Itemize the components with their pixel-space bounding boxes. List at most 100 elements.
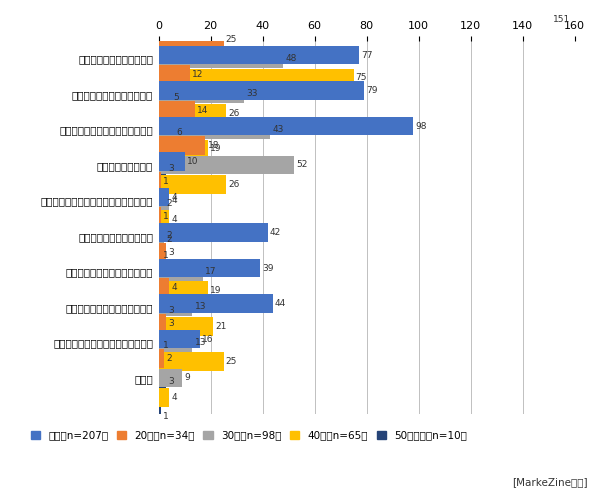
Bar: [158, 152, 185, 171]
Text: 21: 21: [215, 322, 227, 331]
Bar: [158, 246, 161, 265]
Text: 26: 26: [228, 109, 239, 118]
Bar: [158, 333, 193, 352]
Bar: [158, 101, 195, 120]
Text: 4: 4: [171, 283, 176, 292]
Bar: [158, 281, 208, 300]
Bar: [158, 65, 190, 84]
Bar: [158, 243, 166, 261]
Bar: [158, 123, 174, 142]
Text: 3: 3: [169, 377, 174, 386]
Text: 12: 12: [192, 70, 203, 79]
Text: 1: 1: [163, 412, 169, 421]
Bar: [158, 140, 208, 158]
Text: 14: 14: [197, 105, 208, 115]
Bar: [158, 372, 166, 391]
Bar: [158, 352, 224, 371]
Bar: [158, 104, 226, 122]
Text: 52: 52: [296, 160, 307, 170]
Bar: [158, 226, 164, 245]
Text: 9: 9: [184, 373, 190, 382]
Bar: [158, 330, 200, 348]
Text: 98: 98: [415, 122, 427, 131]
Bar: [158, 10, 551, 29]
Text: 3: 3: [169, 247, 174, 257]
Bar: [158, 230, 164, 248]
Bar: [158, 317, 213, 336]
Text: 2: 2: [166, 231, 172, 241]
Text: 16: 16: [202, 335, 214, 343]
Bar: [158, 191, 169, 210]
Text: 26: 26: [228, 180, 239, 189]
Bar: [158, 85, 244, 103]
Bar: [158, 195, 164, 213]
Bar: [158, 156, 294, 174]
Text: 19: 19: [210, 286, 221, 295]
Text: 151: 151: [553, 15, 571, 24]
Text: 18: 18: [208, 141, 219, 150]
Text: 1: 1: [163, 212, 169, 221]
Text: 79: 79: [366, 86, 377, 95]
Text: 39: 39: [262, 264, 274, 272]
Bar: [158, 175, 226, 194]
Bar: [158, 294, 273, 313]
Bar: [158, 30, 224, 49]
Bar: [158, 388, 169, 407]
Text: 75: 75: [356, 74, 367, 82]
Bar: [158, 207, 161, 226]
Bar: [158, 46, 359, 65]
Text: 3: 3: [169, 306, 174, 315]
Bar: [158, 262, 203, 281]
Bar: [158, 120, 271, 139]
Bar: [158, 211, 169, 229]
Text: 1: 1: [163, 341, 169, 350]
Text: 42: 42: [270, 228, 281, 237]
Text: 4: 4: [171, 193, 176, 202]
Bar: [158, 136, 205, 155]
Text: [MarkeZine調べ]: [MarkeZine調べ]: [512, 478, 588, 488]
Text: 33: 33: [247, 90, 258, 98]
Text: 5: 5: [173, 93, 179, 101]
Bar: [158, 407, 161, 426]
Text: 19: 19: [210, 144, 221, 153]
Bar: [158, 159, 166, 177]
Text: 2: 2: [166, 199, 172, 208]
Text: 6: 6: [176, 128, 182, 137]
Text: 48: 48: [286, 54, 297, 63]
Bar: [158, 172, 161, 190]
Text: 44: 44: [275, 299, 286, 308]
Text: 1: 1: [163, 176, 169, 186]
Text: 3: 3: [169, 318, 174, 327]
Text: 77: 77: [361, 50, 373, 60]
Text: 2: 2: [166, 354, 172, 363]
Text: 4: 4: [171, 392, 176, 402]
Bar: [158, 368, 182, 387]
Bar: [158, 188, 169, 206]
Text: 25: 25: [226, 35, 237, 44]
Text: 3: 3: [169, 164, 174, 172]
Bar: [158, 49, 283, 68]
Bar: [158, 314, 166, 332]
Bar: [158, 223, 268, 242]
Bar: [158, 336, 161, 355]
Text: 13: 13: [194, 302, 206, 311]
Text: 10: 10: [187, 157, 198, 166]
Text: 1: 1: [163, 251, 169, 260]
Text: 2: 2: [166, 235, 172, 244]
Bar: [158, 69, 353, 87]
Bar: [158, 301, 166, 319]
Bar: [158, 297, 193, 316]
Bar: [158, 349, 164, 368]
Bar: [158, 278, 169, 297]
Text: 17: 17: [205, 267, 217, 276]
Text: 4: 4: [171, 196, 176, 205]
Bar: [158, 259, 260, 277]
Legend: 全体（n=207）, 20代（n=34）, 30代（n=98）, 40代（n=65）, 50代以上（n=10）: 全体（n=207）, 20代（n=34）, 30代（n=98）, 40代（n=6…: [31, 431, 467, 441]
Bar: [158, 88, 172, 106]
Bar: [158, 117, 413, 135]
Text: 25: 25: [226, 357, 237, 366]
Text: 4: 4: [171, 215, 176, 224]
Bar: [158, 81, 364, 100]
Text: 43: 43: [272, 125, 284, 134]
Text: 13: 13: [194, 338, 206, 347]
